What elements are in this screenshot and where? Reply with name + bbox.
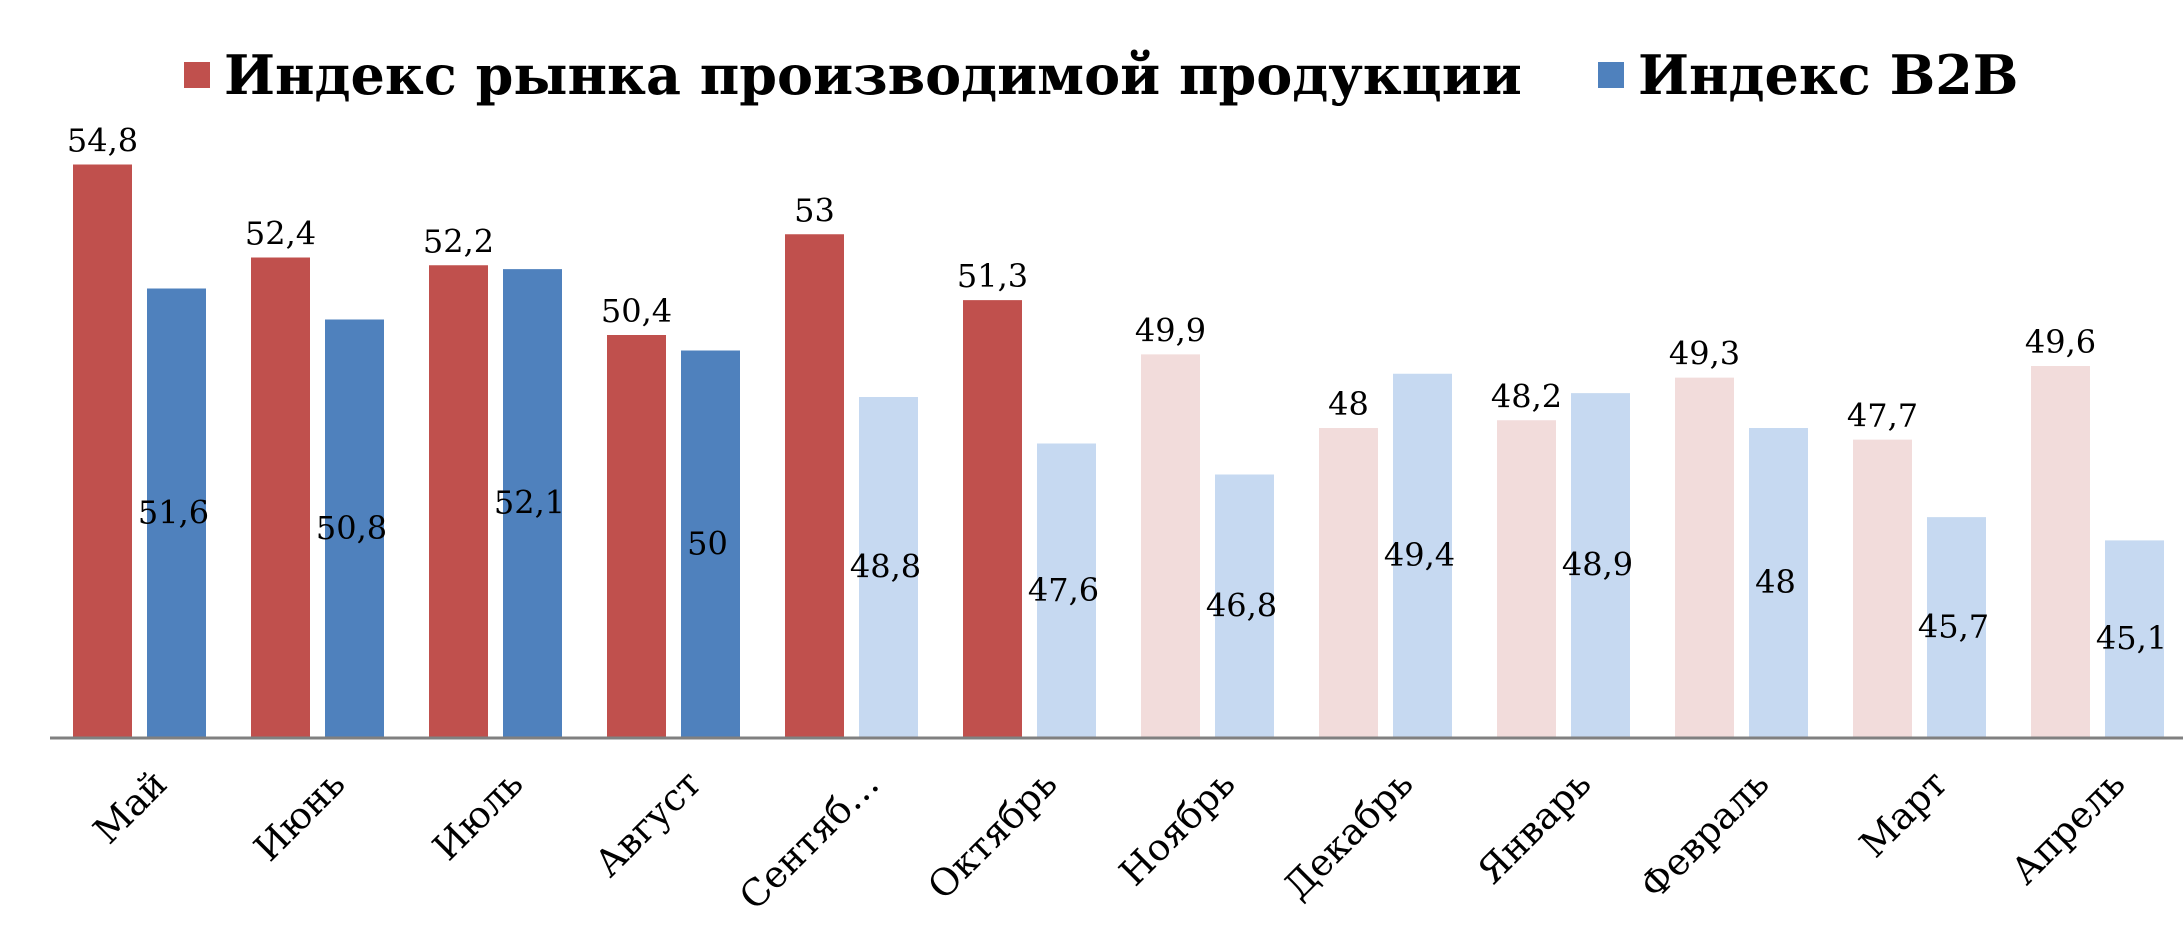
bar-market-8 [1497,420,1556,738]
bar-b2b-0 [147,288,206,738]
data-label-b2b-8: 48,9 [1562,546,1633,584]
category-label-7: Декабрь [1276,762,1422,908]
data-label-b2b-2: 52,1 [494,484,565,522]
data-label-b2b-11: 45,1 [2096,619,2167,657]
data-label-market-0: 54,8 [67,122,138,160]
category-label-6: Ноябрь [1111,762,1243,894]
data-label-market-6: 49,9 [1135,311,1206,349]
category-label-2: Июль [424,762,531,869]
bar-b2b-7 [1393,373,1452,738]
legend: Индекс рынка производимой продукции Инде… [184,43,2018,107]
bar-market-4 [785,234,844,738]
data-label-market-9: 49,3 [1669,335,1740,373]
bar-b2b-2 [503,269,562,738]
bar-market-7 [1319,428,1378,738]
legend-label-market-index: Индекс рынка производимой продукции [224,43,1522,107]
bar-b2b-3 [681,350,740,738]
bar-market-11 [2031,366,2090,738]
bar-b2b-11 [2105,540,2164,738]
category-label-4: Сентяб… [731,762,887,918]
data-label-market-4: 53 [794,191,835,229]
category-label-5: Октябрь [919,762,1065,908]
data-labels: 54,8 51,6 52,4 50,8 52,2 52,1 50,4 50 53 48,8 51,3… [67,122,2167,658]
legend-swatch-b2b-index [1598,62,1624,88]
bar-market-6 [1141,354,1200,738]
bar-b2b-8 [1571,393,1630,738]
data-label-b2b-0: 51,6 [138,493,209,531]
bar-market-3 [607,335,666,738]
legend-swatch-market-index [184,62,210,88]
bar-market-5 [963,300,1022,738]
data-label-b2b-6: 46,8 [1206,586,1277,624]
bar-b2b-6 [1215,474,1274,738]
data-label-b2b-9: 48 [1755,563,1796,601]
category-label-10: Март [1851,762,1955,866]
legend-label-b2b-index: Индекс B2B [1638,43,2018,107]
data-label-market-2: 52,2 [423,222,494,260]
data-label-market-1: 52,4 [245,215,316,253]
data-label-b2b-3: 50 [687,524,728,562]
data-label-market-7: 48 [1328,385,1369,423]
data-label-market-8: 48,2 [1491,377,1562,415]
bar-b2b-5 [1037,443,1096,738]
bar-b2b-1 [325,319,384,738]
bars [73,164,2164,738]
category-label-3: Август [586,762,709,885]
bar-market-1 [251,257,310,738]
data-label-market-11: 49,6 [2025,323,2096,361]
category-label-11: Апрель [2003,762,2134,893]
data-label-market-3: 50,4 [601,292,672,330]
category-label-1: Июнь [246,762,354,870]
data-label-b2b-5: 47,6 [1028,571,1099,609]
data-label-market-10: 47,7 [1847,397,1918,435]
category-label-9: Февраль [1632,762,1778,908]
bar-market-2 [429,265,488,738]
data-label-b2b-7: 49,4 [1384,536,1455,574]
data-label-b2b-10: 45,7 [1918,608,1989,646]
bar-b2b-10 [1927,517,1986,738]
bar-b2b-4 [859,397,918,738]
category-label-8: Январь [1469,762,1599,892]
category-labels: Май Июнь Июль Август Сентяб… Октябрь Ноябрь Дек… [85,762,2133,918]
category-label-0: Май [85,762,175,852]
data-label-b2b-4: 48,8 [850,548,921,586]
bar-market-0 [73,164,132,738]
bar-market-10 [1853,439,1912,738]
data-label-market-5: 51,3 [957,257,1028,295]
bar-b2b-9 [1749,428,1808,738]
bar-market-9 [1675,377,1734,738]
data-label-b2b-1: 50,8 [316,509,387,547]
